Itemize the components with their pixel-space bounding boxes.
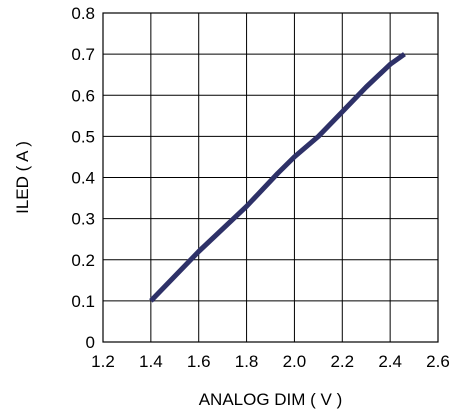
- x-tick-label: 2.0: [283, 352, 307, 371]
- plot-frame: [102, 12, 439, 343]
- x-tick-label: 1.4: [139, 352, 163, 371]
- y-tick-label: 0.8: [71, 4, 95, 23]
- y-tick-label: 0.1: [71, 292, 95, 311]
- y-tick-labels: 0 0.1 0.2 0.3 0.4 0.5 0.6 0.7 0.8: [71, 4, 95, 352]
- y-axis-title: ILED ( A ): [13, 141, 32, 214]
- y-tick-label: 0.3: [71, 210, 95, 229]
- x-tick-label: 2.2: [330, 352, 354, 371]
- y-tick-label: 0.2: [71, 251, 95, 270]
- y-tick-label: 0.7: [71, 45, 95, 64]
- y-tick-label: 0.4: [71, 169, 95, 188]
- x-tick-label: 1.8: [235, 352, 259, 371]
- x-tick-label: 1.2: [91, 352, 115, 371]
- y-tick-label: 0: [86, 333, 95, 352]
- y-tick-label: 0.6: [71, 86, 95, 105]
- x-tick-labels: 1.2 1.4 1.6 1.8 2.0 2.2 2.4 2.6: [91, 352, 450, 371]
- y-tick-label: 0.5: [71, 127, 95, 146]
- x-tick-label: 2.4: [378, 352, 402, 371]
- x-axis-title: ANALOG DIM ( V ): [199, 390, 343, 409]
- x-tick-label: 2.6: [426, 352, 450, 371]
- x-tick-label: 1.6: [187, 352, 211, 371]
- series-layer: [149, 52, 406, 303]
- series-line: [149, 52, 406, 303]
